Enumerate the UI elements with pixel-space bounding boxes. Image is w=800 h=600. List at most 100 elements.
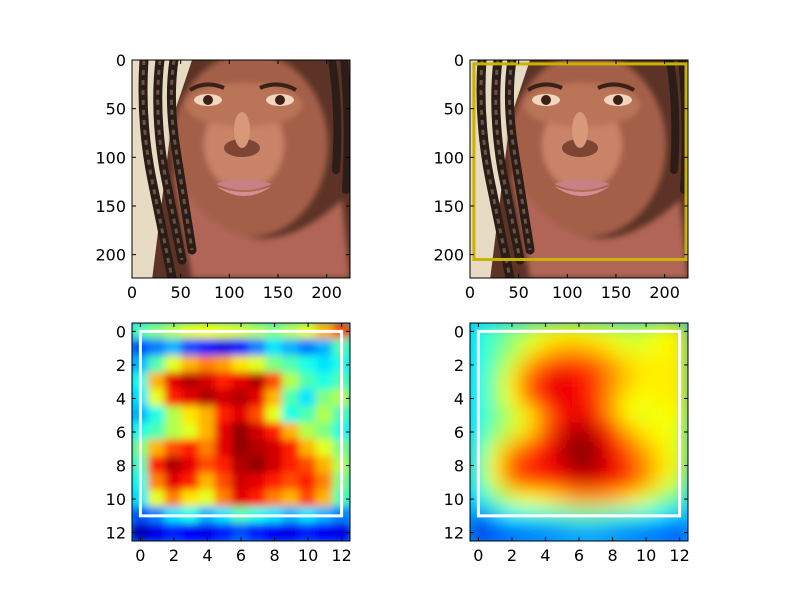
heatmap-cell bbox=[281, 472, 301, 492]
heatmap-cell bbox=[265, 456, 284, 475]
heatmap-cell bbox=[181, 338, 201, 358]
heatmap-cell bbox=[147, 372, 167, 392]
y-tick-label: 8 bbox=[454, 457, 464, 476]
heatmap-cell bbox=[281, 439, 301, 459]
heatmap-cell bbox=[519, 405, 539, 425]
heatmap-cell bbox=[298, 439, 318, 459]
y-tick-label: 150 bbox=[433, 197, 464, 216]
heatmap-cell bbox=[198, 405, 217, 425]
heatmap-cell bbox=[231, 389, 251, 408]
heatmap-cell bbox=[569, 422, 589, 442]
heatmap-cell bbox=[603, 422, 622, 442]
heatmap-cell bbox=[569, 372, 589, 392]
smooth-heatmap-content bbox=[470, 323, 688, 541]
heatmap-cell bbox=[519, 523, 539, 541]
heatmap-cell bbox=[519, 338, 539, 358]
heatmap-cell bbox=[619, 372, 639, 392]
heatmap-cell bbox=[485, 422, 505, 442]
heatmap-cell bbox=[298, 472, 318, 492]
heatmap-cell bbox=[636, 472, 656, 492]
heatmap-cell bbox=[536, 372, 555, 392]
heatmap-cell bbox=[619, 389, 639, 408]
heatmap-cell bbox=[265, 338, 284, 358]
heatmap-cell bbox=[265, 372, 284, 392]
heatmap-cell bbox=[536, 355, 555, 375]
heatmap-cell bbox=[231, 338, 251, 358]
heatmap-cell bbox=[248, 338, 268, 358]
y-tick-label: 100 bbox=[433, 148, 464, 167]
heatmap-cell bbox=[231, 523, 251, 541]
heatmap-cell bbox=[619, 439, 639, 459]
heatmap-cell bbox=[265, 439, 284, 459]
x-tick-label: 0 bbox=[135, 546, 145, 565]
heatmap-cell bbox=[603, 439, 622, 459]
heatmap-cell bbox=[586, 355, 606, 375]
heatmap-cell bbox=[315, 422, 335, 442]
heatmap-cell bbox=[198, 439, 217, 459]
heatmap-cell bbox=[248, 489, 268, 509]
face-photo bbox=[470, 53, 688, 280]
heatmap-cell bbox=[470, 523, 488, 541]
heatmap-cell bbox=[298, 523, 318, 541]
heatmap-cell bbox=[281, 355, 301, 375]
heatmap-cell bbox=[198, 472, 217, 492]
heatmap-cell bbox=[619, 338, 639, 358]
heatmap-cell bbox=[586, 523, 606, 541]
heatmap-cell bbox=[603, 405, 622, 425]
heatmap-cell bbox=[164, 472, 184, 492]
heatmap-cell bbox=[315, 489, 335, 509]
heatmap-cell bbox=[653, 405, 673, 425]
heatmap-cell bbox=[265, 389, 284, 408]
heatmap-cell bbox=[315, 456, 335, 475]
heatmap-cell bbox=[603, 372, 622, 392]
heatmap-cell bbox=[485, 489, 505, 509]
heatmap-cell bbox=[198, 456, 217, 475]
heatmap-cell bbox=[485, 389, 505, 408]
x-tick-label: 12 bbox=[331, 546, 351, 565]
heatmap-cell bbox=[569, 472, 589, 492]
heatmap-cell bbox=[198, 372, 217, 392]
heatmap-cell bbox=[315, 355, 335, 375]
heatmap-cell bbox=[519, 456, 539, 475]
heatmap-cell bbox=[198, 355, 217, 375]
heatmap-cell bbox=[552, 372, 572, 392]
x-tick-label: 4 bbox=[540, 546, 550, 565]
heatmap-cell bbox=[536, 523, 555, 541]
heatmap-cell bbox=[653, 422, 673, 442]
heatmap-cell bbox=[214, 389, 234, 408]
heatmap-cell bbox=[485, 456, 505, 475]
heatmap-cell bbox=[298, 338, 318, 358]
heatmap-cell bbox=[636, 422, 656, 442]
heatmap-cell bbox=[214, 439, 234, 459]
heatmap-cell bbox=[552, 355, 572, 375]
heatmap-cell bbox=[502, 372, 522, 392]
heatmap-cell bbox=[198, 338, 217, 358]
heatmap-cell bbox=[485, 372, 505, 392]
heatmap-cell bbox=[502, 523, 522, 541]
heatmap-cell bbox=[586, 456, 606, 475]
heatmap-cell bbox=[586, 405, 606, 425]
heatmap-cell bbox=[147, 422, 167, 442]
heatmap-cell bbox=[619, 355, 639, 375]
heatmap-cell bbox=[265, 422, 284, 442]
y-tick-label: 0 bbox=[454, 322, 464, 341]
heatmap-cell bbox=[603, 389, 622, 408]
heatmap-cell bbox=[619, 405, 639, 425]
heatmap-cell bbox=[248, 472, 268, 492]
x-tick-label: 6 bbox=[574, 546, 584, 565]
heatmap-cell bbox=[298, 456, 318, 475]
heatmap-cell bbox=[653, 389, 673, 408]
heatmap-cell bbox=[636, 405, 656, 425]
heatmap-cell bbox=[164, 456, 184, 475]
heatmap-cell bbox=[536, 456, 555, 475]
heatmap-cell bbox=[603, 338, 622, 358]
heatmap-cell bbox=[569, 523, 589, 541]
heatmap-cell bbox=[636, 489, 656, 509]
x-tick-label: 150 bbox=[601, 283, 632, 302]
x-tick-label: 4 bbox=[202, 546, 212, 565]
heatmap-cell bbox=[569, 456, 589, 475]
heatmap-cell bbox=[147, 389, 167, 408]
x-tick-label: 0 bbox=[465, 283, 475, 302]
